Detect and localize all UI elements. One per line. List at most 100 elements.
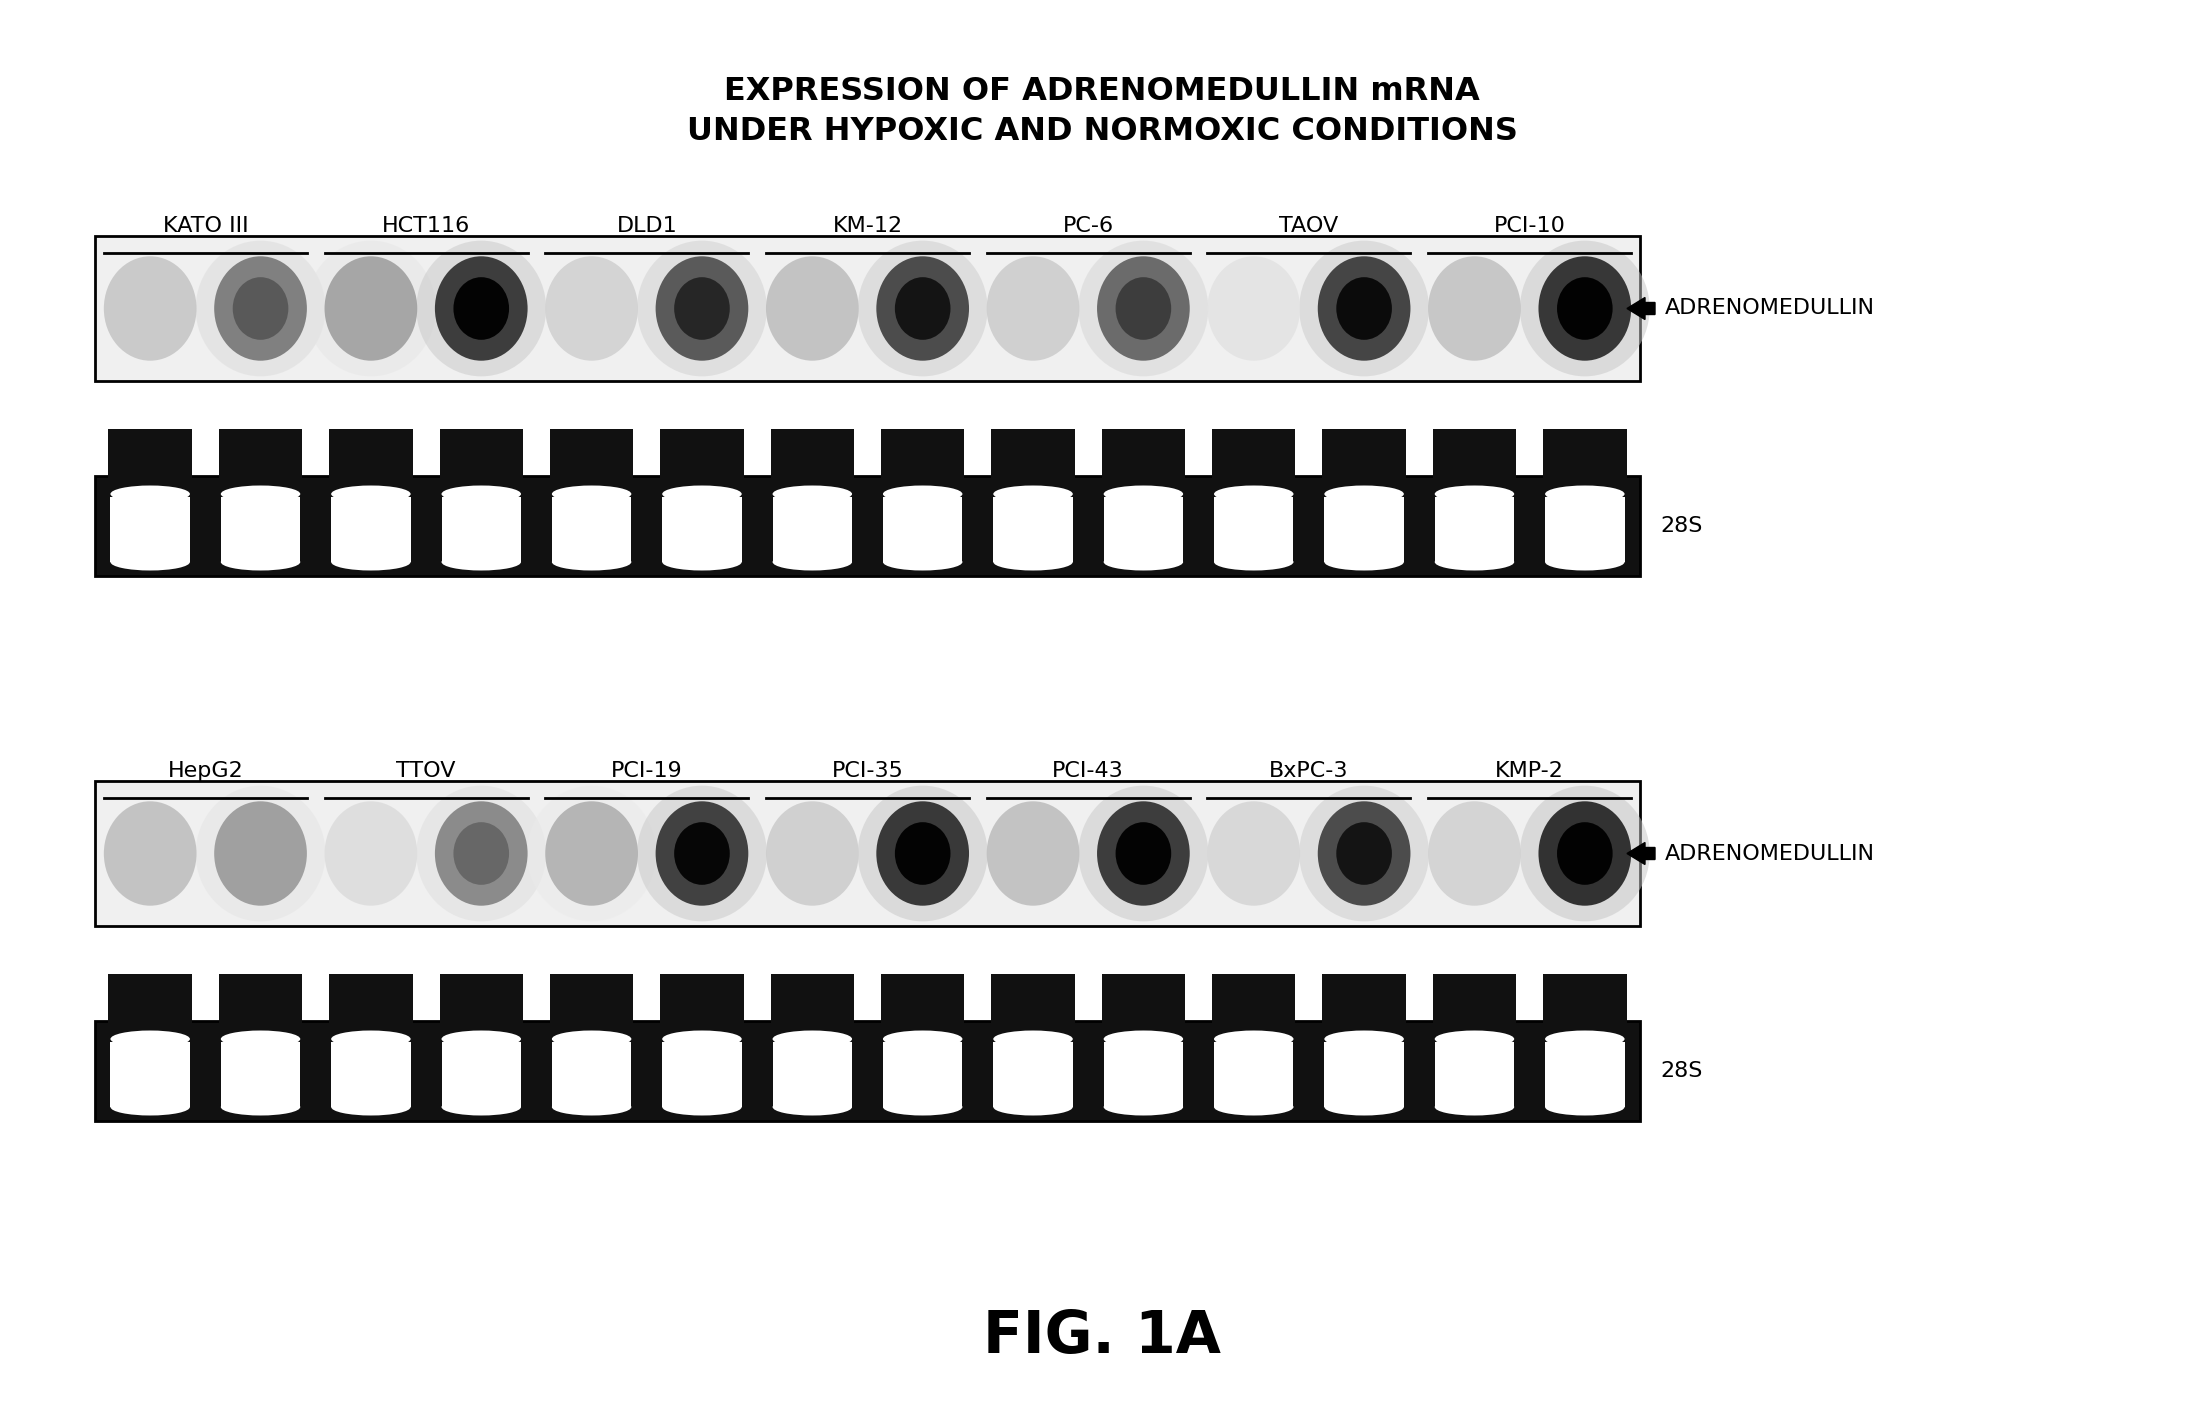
Ellipse shape bbox=[110, 1098, 190, 1115]
Ellipse shape bbox=[324, 256, 417, 361]
Ellipse shape bbox=[234, 277, 289, 340]
Bar bbox=[1102, 975, 1186, 1043]
Ellipse shape bbox=[1104, 554, 1184, 570]
Ellipse shape bbox=[1104, 1098, 1184, 1115]
Bar bbox=[218, 975, 302, 1043]
Ellipse shape bbox=[110, 1030, 190, 1047]
Text: N: N bbox=[1466, 266, 1483, 290]
Ellipse shape bbox=[417, 786, 547, 921]
Ellipse shape bbox=[1556, 823, 1613, 885]
Bar bbox=[1102, 429, 1186, 497]
Text: H: H bbox=[1133, 266, 1153, 290]
Bar bbox=[992, 429, 1076, 497]
Bar bbox=[661, 975, 743, 1043]
Text: H: H bbox=[472, 266, 491, 290]
Text: N: N bbox=[141, 266, 159, 290]
Bar bbox=[95, 1022, 1640, 1121]
Ellipse shape bbox=[1098, 256, 1190, 361]
Ellipse shape bbox=[441, 554, 520, 570]
Text: N: N bbox=[361, 266, 381, 290]
Text: ADRENOMEDULLIN: ADRENOMEDULLIN bbox=[1664, 844, 1876, 864]
Ellipse shape bbox=[895, 277, 950, 340]
Ellipse shape bbox=[994, 1098, 1073, 1115]
Ellipse shape bbox=[1428, 801, 1521, 905]
Bar bbox=[1322, 429, 1406, 497]
Ellipse shape bbox=[331, 554, 410, 570]
Ellipse shape bbox=[544, 256, 637, 361]
Text: HCT116: HCT116 bbox=[381, 216, 469, 236]
Ellipse shape bbox=[1325, 1030, 1404, 1047]
Ellipse shape bbox=[895, 823, 950, 885]
Ellipse shape bbox=[110, 554, 190, 570]
Ellipse shape bbox=[987, 801, 1080, 905]
Ellipse shape bbox=[674, 277, 730, 340]
Ellipse shape bbox=[1214, 1098, 1294, 1115]
Ellipse shape bbox=[1208, 256, 1300, 361]
FancyArrow shape bbox=[1627, 843, 1655, 864]
Bar bbox=[1212, 429, 1296, 497]
Ellipse shape bbox=[994, 554, 1073, 570]
Bar bbox=[218, 429, 302, 497]
Text: PC-6: PC-6 bbox=[1062, 216, 1113, 236]
Ellipse shape bbox=[551, 486, 630, 503]
Text: N: N bbox=[1023, 266, 1042, 290]
Ellipse shape bbox=[774, 554, 853, 570]
Text: EXPRESSION OF ADRENOMEDULLIN mRNA: EXPRESSION OF ADRENOMEDULLIN mRNA bbox=[725, 75, 1479, 107]
Text: ADRENOMEDULLIN: ADRENOMEDULLIN bbox=[1664, 298, 1876, 318]
Ellipse shape bbox=[1336, 277, 1393, 340]
Bar bbox=[95, 476, 1640, 576]
Bar bbox=[994, 495, 1073, 561]
Ellipse shape bbox=[1521, 786, 1651, 921]
Ellipse shape bbox=[637, 240, 767, 377]
Ellipse shape bbox=[661, 486, 743, 503]
Ellipse shape bbox=[220, 486, 300, 503]
Bar bbox=[992, 975, 1076, 1043]
Bar bbox=[220, 1039, 300, 1107]
Ellipse shape bbox=[877, 256, 970, 361]
Ellipse shape bbox=[441, 486, 520, 503]
Ellipse shape bbox=[1428, 256, 1521, 361]
Text: H: H bbox=[692, 266, 712, 290]
Bar bbox=[549, 975, 633, 1043]
Ellipse shape bbox=[1435, 486, 1514, 503]
Ellipse shape bbox=[196, 786, 326, 921]
Ellipse shape bbox=[1298, 240, 1428, 377]
Ellipse shape bbox=[877, 801, 970, 905]
Ellipse shape bbox=[1545, 554, 1624, 570]
Text: H: H bbox=[692, 811, 712, 836]
Bar bbox=[774, 495, 853, 561]
Ellipse shape bbox=[774, 486, 853, 503]
Ellipse shape bbox=[214, 801, 306, 905]
Ellipse shape bbox=[1098, 801, 1190, 905]
Bar bbox=[108, 975, 192, 1043]
Bar bbox=[95, 236, 1640, 381]
Ellipse shape bbox=[1214, 554, 1294, 570]
Ellipse shape bbox=[331, 486, 410, 503]
Ellipse shape bbox=[857, 240, 987, 377]
Ellipse shape bbox=[655, 256, 749, 361]
Text: PCI-10: PCI-10 bbox=[1494, 216, 1565, 236]
Bar bbox=[110, 495, 190, 561]
Ellipse shape bbox=[1545, 1098, 1624, 1115]
Bar bbox=[774, 1039, 853, 1107]
Ellipse shape bbox=[1214, 486, 1294, 503]
Bar bbox=[1214, 1039, 1294, 1107]
Text: N: N bbox=[1245, 811, 1263, 836]
Ellipse shape bbox=[1435, 1098, 1514, 1115]
Ellipse shape bbox=[1104, 1030, 1184, 1047]
Ellipse shape bbox=[331, 1030, 410, 1047]
Bar bbox=[95, 782, 1640, 926]
Bar bbox=[551, 495, 630, 561]
Ellipse shape bbox=[454, 823, 509, 885]
Text: PCI-43: PCI-43 bbox=[1051, 762, 1124, 782]
Ellipse shape bbox=[1115, 277, 1170, 340]
Ellipse shape bbox=[637, 786, 767, 921]
Text: UNDER HYPOXIC AND NORMOXIC CONDITIONS: UNDER HYPOXIC AND NORMOXIC CONDITIONS bbox=[688, 115, 1516, 146]
Bar bbox=[1545, 1039, 1624, 1107]
Ellipse shape bbox=[1115, 823, 1170, 885]
Bar bbox=[661, 429, 743, 497]
Ellipse shape bbox=[220, 554, 300, 570]
Ellipse shape bbox=[1208, 801, 1300, 905]
Bar bbox=[882, 429, 965, 497]
Ellipse shape bbox=[220, 1098, 300, 1115]
